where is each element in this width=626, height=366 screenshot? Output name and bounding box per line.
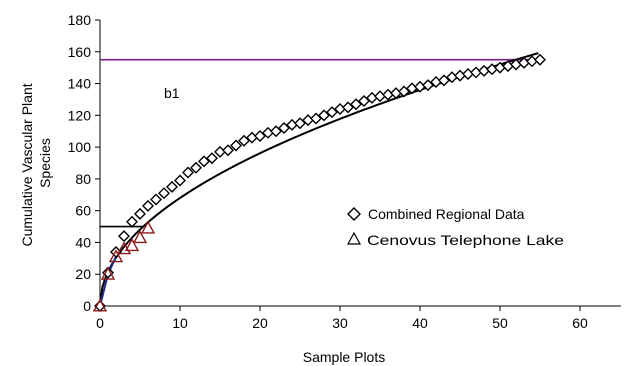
series-cenovus-telephone-lake [92, 220, 156, 312]
x-axis-title: Sample Plots [303, 349, 385, 365]
cenovus-connector-line [99, 256, 117, 307]
diamond-data-point [222, 144, 234, 157]
diamond-data-point [214, 145, 226, 158]
x-tick-label: 30 [332, 315, 348, 331]
y-tick-label: 120 [68, 107, 92, 123]
y-tick-label: 20 [75, 266, 91, 282]
triangle-data-point [124, 238, 140, 252]
diamond-data-point [422, 79, 434, 92]
diamond-data-point [358, 95, 370, 108]
annotation-b1: b1 [164, 85, 180, 101]
y-tick-label: 140 [68, 76, 92, 92]
diamond-data-point [254, 129, 266, 142]
y-axis-ticks: 0 20 40 60 80 100 120 140 160 180 [68, 12, 100, 314]
x-axis-ticks: 0 10 20 30 40 50 60 [96, 306, 588, 331]
diamond-data-point [158, 187, 170, 200]
diamond-data-point [438, 74, 450, 87]
plot-area: 0 20 40 60 80 100 120 140 160 180 0 10 20 30 40 50 60 [68, 12, 621, 331]
diamond-data-point [230, 139, 242, 152]
diamond-data-point [278, 122, 290, 135]
diamond-data-point [118, 230, 130, 243]
legend: Combined Regional Data Cenovus Telephone… [346, 206, 564, 248]
y-axis-title: Cumulative Vascular Plant Species [19, 79, 53, 246]
x-tick-label: 0 [96, 315, 104, 331]
diamond-data-point [462, 68, 474, 81]
x-tick-label: 10 [172, 315, 188, 331]
diamond-data-point [374, 90, 386, 103]
y-tick-label: 0 [83, 298, 91, 314]
diamond-data-point [134, 207, 146, 220]
diamond-data-point [526, 55, 538, 68]
triangle-data-point [100, 266, 116, 280]
diamond-data-point [310, 112, 322, 125]
diamond-data-point [470, 66, 482, 79]
y-tick-label: 100 [68, 139, 92, 155]
diamond-data-point [534, 53, 546, 66]
diamond-data-point [126, 215, 138, 228]
y-axis-title-line-1: Cumulative Vascular Plant [19, 83, 35, 246]
x-tick-label: 40 [412, 315, 428, 331]
diamond-data-point [150, 193, 162, 206]
reference-lines [100, 58, 540, 228]
diamond-data-point [294, 117, 306, 130]
diamond-data-point [454, 69, 466, 82]
y-tick-label: 180 [68, 12, 92, 28]
x-tick-label: 50 [492, 315, 508, 331]
diamond-data-point [270, 125, 282, 138]
y-tick-label: 60 [75, 203, 91, 219]
diamond-data-point [398, 85, 410, 98]
legend-label-combined-regional-data: Combined Regional Data [368, 206, 525, 222]
data-series [92, 53, 546, 312]
legend-triangle-marker-icon [346, 231, 362, 245]
x-tick-label: 60 [572, 315, 588, 331]
y-tick-label: 80 [75, 171, 91, 187]
triangle-data-point [108, 249, 124, 263]
triangle-data-point [132, 230, 148, 244]
y-tick-label: 160 [68, 44, 92, 60]
diamond-data-point [142, 199, 154, 212]
diamond-data-point [342, 101, 354, 114]
diamond-data-point [318, 109, 330, 122]
diamond-data-point [382, 88, 394, 101]
legend-item-cenovus-telephone-lake: Cenovus Telephone Lake [346, 231, 564, 248]
triangle-data-point [92, 298, 108, 312]
diamond-data-point [190, 161, 202, 174]
diamond-data-point [102, 266, 114, 279]
legend-label-cenovus-telephone-lake: Cenovus Telephone Lake [367, 232, 564, 248]
diamond-data-point [174, 174, 186, 187]
legend-diamond-marker-icon [347, 207, 361, 221]
series-combined-regional-data [94, 53, 546, 312]
diamond-data-point [326, 106, 338, 119]
diamond-data-point [350, 98, 362, 111]
diamond-data-point [206, 152, 218, 165]
x-tick-label: 20 [252, 315, 268, 331]
diamond-data-point [198, 155, 210, 168]
diamond-data-point [182, 166, 194, 179]
y-axis-title-line-2: Species [37, 138, 53, 188]
legend-item-combined-regional-data: Combined Regional Data [347, 206, 525, 222]
diamond-data-point [166, 180, 178, 193]
diamond-data-point [238, 134, 250, 147]
triangle-data-point [140, 220, 156, 234]
y-tick-label: 40 [75, 234, 91, 250]
